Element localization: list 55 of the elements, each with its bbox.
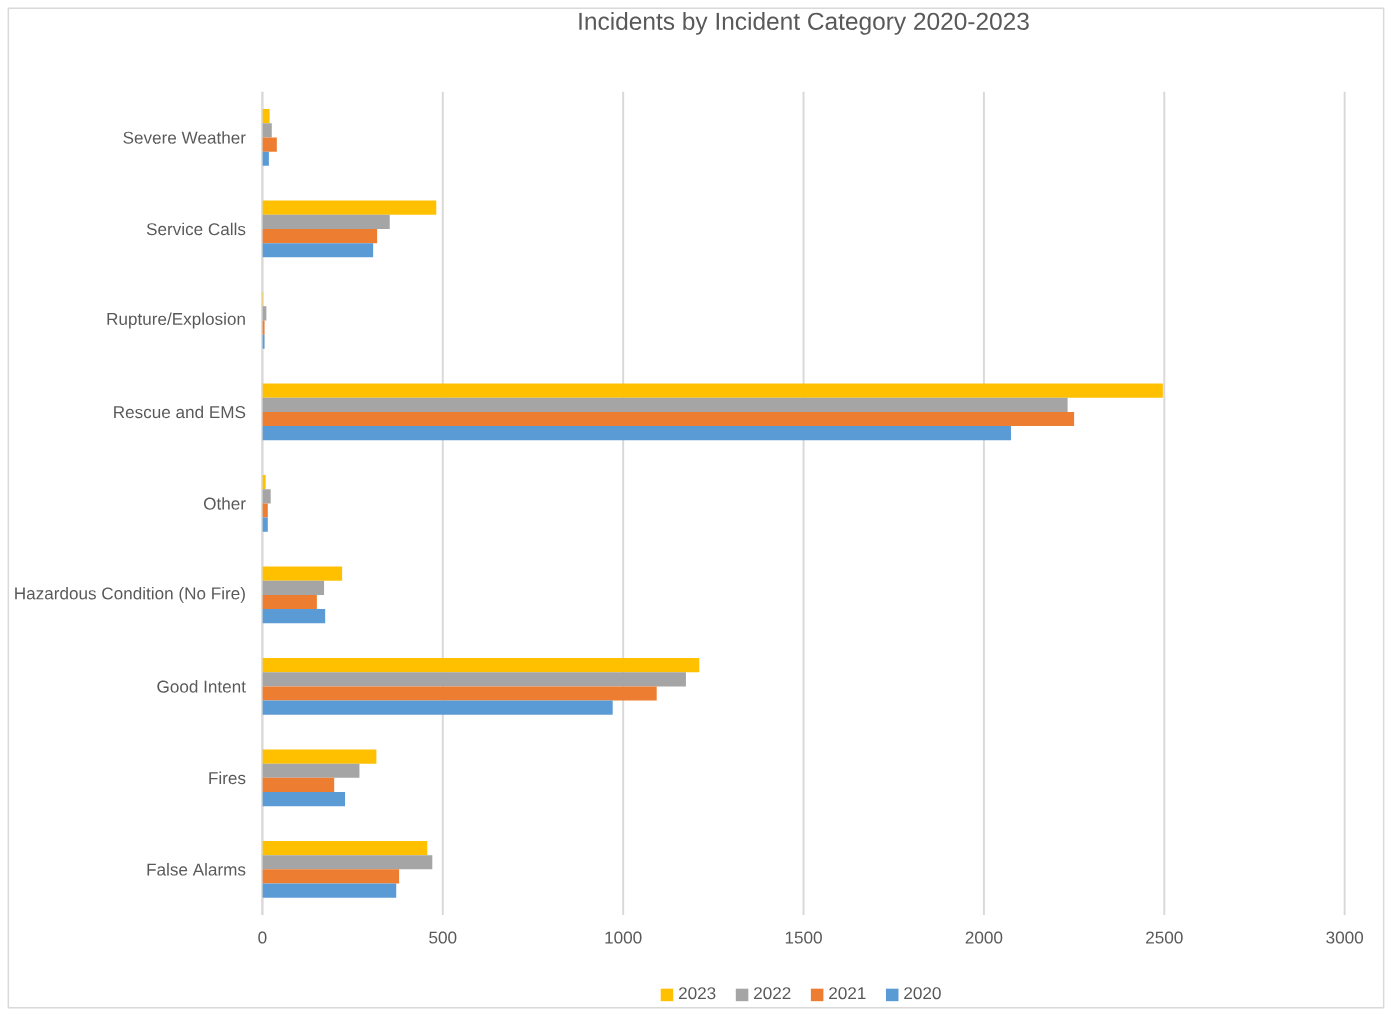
bar bbox=[262, 411, 1075, 427]
bar bbox=[262, 503, 268, 518]
bar bbox=[262, 855, 433, 870]
y-tick-label: Rescue and EMS bbox=[114, 405, 246, 419]
bar bbox=[262, 123, 272, 138]
bar bbox=[262, 700, 613, 715]
y-tick-label: Good Intent bbox=[157, 680, 246, 693]
legend-label: 2021 bbox=[829, 987, 866, 1000]
bar bbox=[262, 658, 700, 673]
legend-label: 2020 bbox=[904, 987, 941, 1000]
x-tick-label: 500 bbox=[429, 931, 457, 944]
y-tick-label: Rupture/Explosion bbox=[107, 312, 245, 329]
x-tick-label: 2000 bbox=[965, 931, 1003, 944]
bar bbox=[262, 200, 437, 215]
bar bbox=[262, 686, 657, 701]
bar bbox=[262, 594, 317, 610]
bar bbox=[262, 228, 378, 244]
bar bbox=[262, 566, 343, 581]
bar bbox=[262, 672, 686, 687]
bar bbox=[262, 334, 265, 349]
bar bbox=[262, 609, 326, 624]
bar bbox=[262, 383, 1163, 398]
bar bbox=[262, 151, 269, 166]
y-tick-label: Fires bbox=[209, 771, 246, 785]
bar bbox=[262, 137, 277, 152]
y-tick-label: Service Calls bbox=[146, 222, 246, 236]
y-tick-label: Severe Weather bbox=[123, 131, 246, 144]
bar bbox=[262, 580, 325, 595]
legend-label: 2023 bbox=[678, 987, 716, 1000]
bar bbox=[262, 841, 428, 856]
bar bbox=[262, 243, 374, 258]
chart-title: Incidents by Incident Category 2020-2023 bbox=[579, 12, 1029, 35]
bar bbox=[262, 763, 360, 778]
bar bbox=[262, 397, 1068, 412]
x-tick-label: 0 bbox=[258, 931, 267, 944]
x-tick-label: 1000 bbox=[605, 931, 642, 944]
bar bbox=[262, 869, 400, 884]
bar bbox=[262, 777, 335, 793]
x-tick-label: 2500 bbox=[1146, 931, 1183, 944]
legend-label: 2022 bbox=[754, 987, 791, 1000]
x-tick-label: 3000 bbox=[1326, 931, 1364, 944]
y-tick-label: False Alarms bbox=[147, 863, 246, 876]
y-tick-label: Hazardous Condition (No Fire) bbox=[15, 586, 245, 603]
bar bbox=[262, 517, 268, 532]
bar bbox=[262, 426, 1011, 441]
bar bbox=[262, 749, 377, 764]
x-tick-label: 1500 bbox=[785, 931, 822, 944]
bar bbox=[262, 489, 271, 504]
bar bbox=[262, 883, 397, 898]
bar bbox=[262, 109, 270, 124]
bar bbox=[262, 320, 265, 335]
bar bbox=[262, 214, 390, 229]
y-tick-label: Other bbox=[203, 497, 246, 510]
bar bbox=[262, 792, 346, 807]
bar bbox=[262, 475, 266, 490]
